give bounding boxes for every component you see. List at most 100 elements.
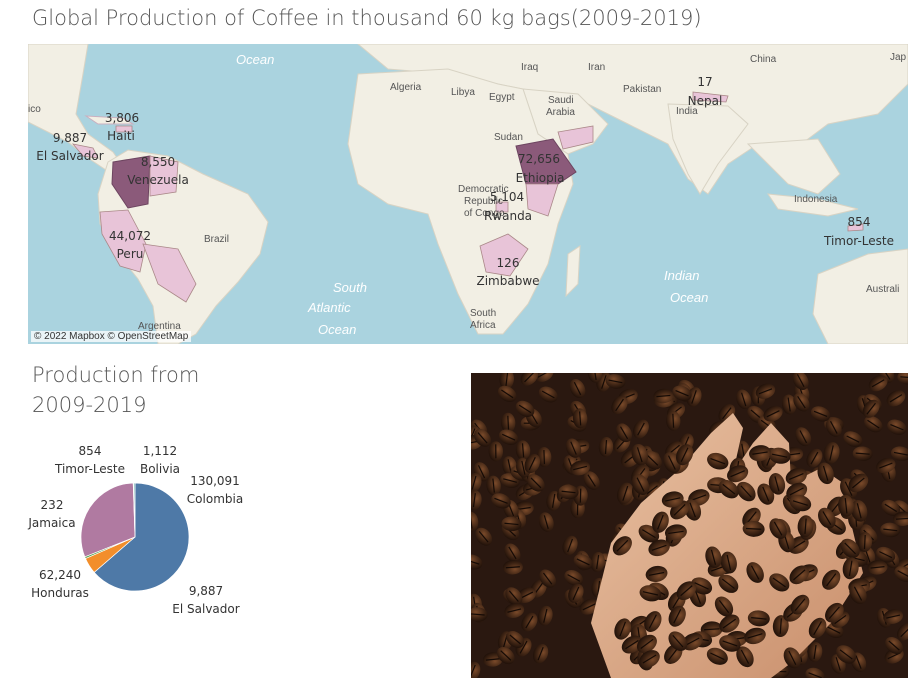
region-colombia[interactable] (111, 155, 151, 209)
coffee-production-map[interactable]: Ocean South Atlantic Ocean Indian Ocean … (28, 44, 908, 344)
coffee-bean-crease (477, 465, 486, 479)
coffee-bean-crease (673, 609, 682, 624)
coffee-bean-crease (646, 454, 659, 466)
coffee-bean-crease (813, 410, 828, 418)
coffee-bean-crease (636, 477, 645, 492)
coffee-bean-crease (879, 462, 893, 469)
coffee-bean-crease (826, 573, 837, 587)
ocean-label: Ocean (236, 52, 274, 67)
region-venezuela[interactable] (149, 155, 179, 197)
coffee-bean-crease (722, 640, 738, 647)
coffee-bean-crease (844, 542, 856, 555)
coffee-bean-crease (471, 664, 476, 678)
coffee-bean-crease (641, 529, 656, 539)
coffee-bean-crease (835, 657, 841, 671)
pie-label-name: Bolivia (139, 462, 181, 476)
region-timor-leste[interactable] (847, 223, 864, 232)
coffee-bean-crease (890, 423, 904, 431)
region-peru[interactable] (99, 209, 147, 273)
map-canvas[interactable]: Ocean South Atlantic Ocean Indian Ocean … (28, 44, 908, 344)
pie-slice-colombia[interactable] (93, 482, 190, 592)
map-value-el-salvador: 9,887 (53, 131, 87, 145)
coffee-bean-crease (472, 493, 476, 508)
beans-in-hand (612, 442, 871, 671)
coffee-bean-crease (651, 544, 667, 551)
coffee-bean-crease (494, 497, 508, 504)
coffee-bean-crease (521, 443, 525, 458)
coffee-bean-crease (528, 457, 536, 471)
coffee-bean-crease (579, 411, 582, 426)
pie-slice-timor-leste[interactable] (133, 482, 136, 538)
geo-label: Sudan (494, 132, 523, 143)
coffee-bean-crease (642, 654, 657, 664)
coffee-bean-crease (604, 439, 608, 455)
region-ethiopia[interactable] (515, 138, 577, 185)
coffee-bean-crease (822, 511, 832, 526)
region-yemen[interactable] (557, 125, 594, 150)
coffee-bean-crease (745, 527, 762, 530)
coffee-bean-crease (561, 490, 576, 494)
coffee-bean-crease (797, 396, 806, 409)
land-africa (347, 68, 574, 335)
map-country-venezuela: Venezuela (127, 173, 189, 187)
coffee-bean-crease (863, 534, 866, 550)
pie-label-value: 232 (40, 498, 64, 512)
pie-svg[interactable] (0, 440, 300, 640)
pie-slice-honduras[interactable] (80, 482, 136, 558)
coffee-bean-crease (667, 455, 676, 470)
production-title-line2: 2009-2019 (32, 393, 147, 417)
map-value-rwanda: 5,104 (490, 190, 524, 204)
production-pie-chart[interactable]: 854 Timor-Leste 1,112 Bolivia 130,091 Co… (0, 440, 300, 640)
coffee-bean-crease (537, 373, 551, 378)
pie-label-name: Jamaica (28, 516, 76, 530)
coffee-bean-crease (747, 633, 763, 639)
coffee-bean-crease (502, 433, 516, 441)
coffee-bean-crease (501, 389, 514, 399)
region-kenya[interactable] (525, 183, 559, 217)
coffee-bean-crease (710, 652, 725, 661)
coffee-bean-crease (657, 514, 664, 530)
coffee-bean-crease (507, 415, 510, 430)
geo-label: Jap (890, 52, 907, 63)
coffee-bean-crease (810, 451, 819, 465)
coffee-bean-crease (766, 410, 780, 418)
region-haiti[interactable] (115, 125, 133, 133)
coffee-beans-illustration (471, 373, 908, 678)
coffee-bean-crease (689, 502, 696, 518)
map-country-ethiopia: Ethiopia (516, 171, 565, 185)
coffee-bean-crease (551, 493, 556, 508)
pie-label-value: 130,091 (190, 474, 240, 488)
region-el-salvador[interactable] (71, 143, 99, 159)
coffee-bean-crease (542, 572, 553, 585)
region-nepal[interactable] (692, 91, 729, 103)
coffee-bean-crease (751, 617, 767, 620)
coffee-bean-crease (646, 485, 658, 495)
pie-label-jamaica: 232 Jamaica (20, 496, 84, 532)
coffee-bean-crease (471, 475, 477, 490)
coffee-bean-crease (616, 539, 629, 552)
ocean-label: South (333, 280, 367, 295)
coffee-bean-crease (853, 586, 863, 601)
geo-label: ico (28, 104, 41, 115)
coffee-bean-crease (648, 614, 657, 629)
pie-label-value: 1,112 (142, 444, 178, 458)
region-zimbabwe[interactable] (479, 233, 529, 277)
geo-label: Saudi (548, 95, 574, 106)
coffee-bean-crease (828, 606, 840, 619)
coffee-bean-crease (726, 554, 732, 571)
coffee-bean-crease (596, 554, 600, 569)
coffee-bean-crease (530, 477, 542, 489)
coffee-bean-crease (750, 565, 760, 580)
coffee-bean-crease (856, 503, 862, 519)
region-bolivia[interactable] (142, 243, 197, 303)
pie-label-value: 854 (78, 444, 102, 458)
coffee-bean-crease (471, 613, 485, 616)
geo-label: Algeria (390, 82, 422, 93)
coffee-bean-crease (722, 483, 736, 495)
coffee-bean-crease (582, 603, 596, 611)
coffee-bean-crease (505, 566, 520, 569)
map-attribution[interactable]: © 2022 Mapbox © OpenStreetMap (31, 331, 192, 342)
coffee-bean-crease (718, 599, 730, 614)
region-rwanda[interactable] (495, 201, 509, 213)
coffee-bean-crease (680, 447, 689, 462)
